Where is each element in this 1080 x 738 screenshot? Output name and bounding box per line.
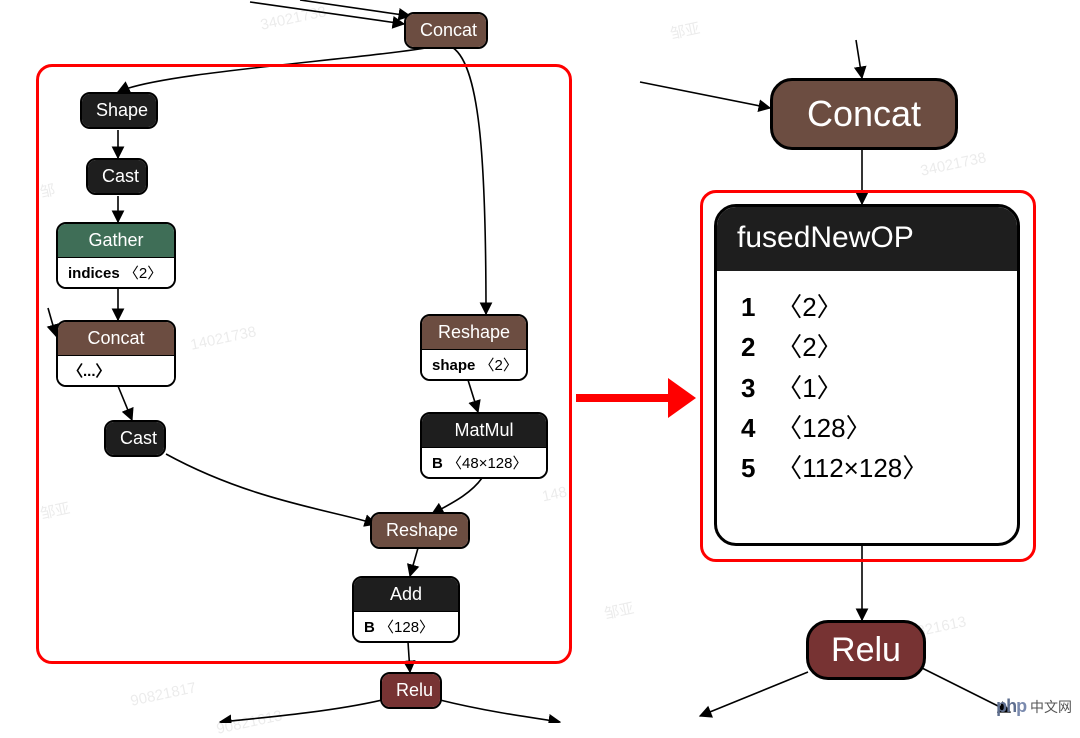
node-attr: B 〈128〉 — [354, 611, 458, 641]
node-fused-op: fusedNewOP 1 〈2〉2 〈2〉3 〈1〉4 〈128〉5 〈112×… — [714, 204, 1020, 546]
node-label: Relu — [831, 631, 901, 670]
node-gather: Gather indices 〈2〉 — [56, 222, 176, 289]
site-badge: php 中文网 — [996, 696, 1072, 717]
node-label: Relu — [382, 674, 440, 707]
brand-text: 中文网 — [1030, 697, 1072, 717]
node-label: Cast — [106, 422, 164, 455]
node-shape: Shape — [80, 92, 158, 129]
node-cast-1: Cast — [86, 158, 148, 195]
watermark: 34021738 — [919, 149, 988, 180]
fused-attr-row: 3 〈1〉 — [741, 368, 993, 408]
node-label: Reshape — [372, 514, 468, 547]
fused-attr-row: 4 〈128〉 — [741, 408, 993, 448]
node-matmul: MatMul B 〈48×128〉 — [420, 412, 548, 479]
node-reshape-2: Reshape — [370, 512, 470, 549]
node-attr: shape 〈2〉 — [422, 349, 526, 379]
watermark: 34021738 — [259, 3, 328, 34]
watermark: 90821817 — [129, 679, 198, 710]
node-cast-2: Cast — [104, 420, 166, 457]
node-attr: 〈...〉 — [58, 355, 174, 385]
brand-icon: p — [1016, 696, 1026, 717]
node-label: Concat — [807, 93, 921, 135]
node-concat-right: Concat — [770, 78, 958, 150]
node-label: Concat — [58, 322, 174, 355]
node-reshape-1: Reshape shape 〈2〉 — [420, 314, 528, 381]
node-attr: B 〈48×128〉 — [422, 447, 546, 477]
node-relu-left: Relu — [380, 672, 442, 709]
node-label: Reshape — [422, 316, 526, 349]
watermark: 邹亚 — [602, 597, 636, 624]
fused-title: fusedNewOP — [717, 207, 1017, 271]
node-concat-mid: Concat 〈...〉 — [56, 320, 176, 387]
node-label: Shape — [82, 94, 156, 127]
fused-attr-row: 1 〈2〉 — [741, 287, 993, 327]
fused-attr-row: 5 〈112×128〉 — [741, 448, 993, 488]
node-label: Cast — [88, 160, 146, 193]
brand-icon: ph — [996, 696, 1016, 717]
node-label: Gather — [58, 224, 174, 257]
node-label: Add — [354, 578, 458, 611]
node-attr: indices 〈2〉 — [58, 257, 174, 287]
node-add: Add B 〈128〉 — [352, 576, 460, 643]
watermark: 邹亚 — [668, 17, 702, 44]
node-relu-right: Relu — [806, 620, 926, 680]
fused-attr-row: 2 〈2〉 — [741, 327, 993, 367]
fused-attrs: 1 〈2〉2 〈2〉3 〈1〉4 〈128〉5 〈112×128〉 — [717, 271, 1017, 508]
node-label: Concat — [406, 14, 486, 47]
node-concat-top: Concat — [404, 12, 488, 49]
node-label: MatMul — [422, 414, 546, 447]
